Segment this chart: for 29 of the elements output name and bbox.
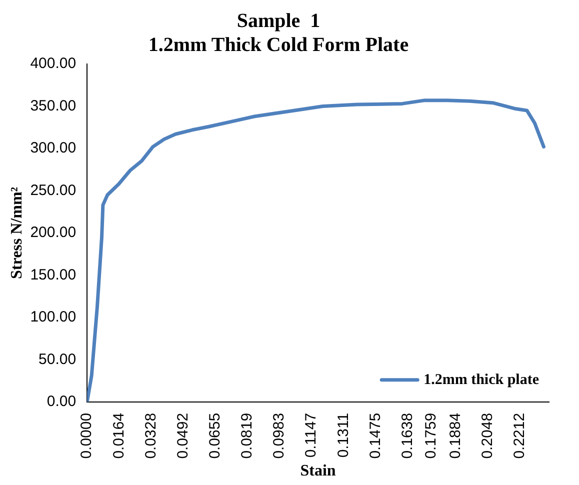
x-tick-label: 0.0819 [238,412,256,459]
y-tick-label: 300.00 [30,140,76,157]
x-tick-label: 0.0492 [174,412,192,459]
x-tick-label: 0.0164 [110,412,128,459]
x-tick-label: 0.0983 [270,412,288,459]
y-tick-label: 400.00 [30,55,76,72]
chart-title: Sample 1 [236,10,320,32]
y-tick-label: 200.00 [30,224,76,242]
x-tick-label: 0.1638 [398,412,416,459]
y-tick-label: 350.00 [30,97,76,114]
x-tick-label: 0.1475 [366,412,384,459]
x-tick-label: 0.1884 [446,412,464,459]
chart-subtitle: 1.2mm Thick Cold Form Plate [148,34,409,56]
legend-label: 1.2mm thick plate [424,372,540,388]
y-tick-label: 0.00 [46,393,76,410]
y-tick-label: 50.00 [38,350,76,368]
x-axis-title: Stain [300,462,336,480]
x-tick-label: 0.0328 [142,412,160,459]
x-tick-label: 0.1147 [302,412,320,458]
x-tick-label: 0.0000 [78,412,96,459]
y-axis-title: Stress N/mm² [8,186,26,279]
x-tick-label: 0.1311 [334,412,352,458]
y-tick-label: 100.00 [30,308,76,326]
x-tick-label: 0.0655 [206,412,224,459]
x-tick-label: 0.1759 [422,412,440,459]
y-tick-label: 250.00 [30,182,76,199]
x-tick-label: 0.2048 [479,412,496,459]
y-tick-label: 150.00 [30,266,76,284]
x-tick-label: 0.2212 [511,412,528,459]
